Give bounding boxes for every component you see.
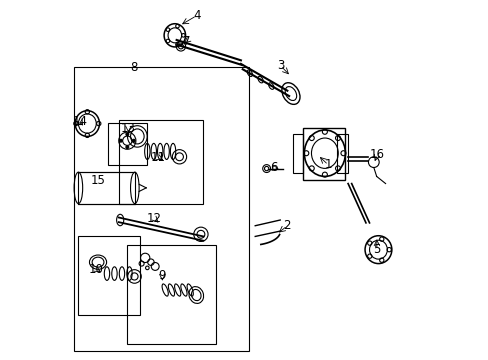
Bar <box>292 134 303 173</box>
Text: 4: 4 <box>192 9 200 22</box>
Bar <box>119 120 203 204</box>
Text: 14: 14 <box>73 114 87 127</box>
Text: 8: 8 <box>130 61 137 74</box>
Circle shape <box>125 133 128 136</box>
Bar <box>74 67 248 351</box>
Bar <box>78 237 140 315</box>
Text: 13: 13 <box>121 122 136 135</box>
Text: 10: 10 <box>89 263 103 276</box>
Bar <box>337 134 347 173</box>
Text: 5: 5 <box>372 243 380 256</box>
Text: 11: 11 <box>151 151 165 164</box>
Circle shape <box>132 139 135 142</box>
Bar <box>108 123 146 165</box>
Text: 12: 12 <box>147 212 162 225</box>
Text: 15: 15 <box>90 174 105 186</box>
Bar <box>303 128 344 180</box>
Text: 9: 9 <box>158 269 166 282</box>
Text: 1: 1 <box>324 158 331 171</box>
Circle shape <box>125 146 128 149</box>
Bar <box>127 245 216 344</box>
Bar <box>78 172 135 203</box>
Text: 16: 16 <box>369 148 384 161</box>
Text: 6: 6 <box>269 161 277 174</box>
Text: 2: 2 <box>283 219 290 232</box>
Text: 7: 7 <box>182 35 190 48</box>
Circle shape <box>119 139 122 142</box>
Text: 3: 3 <box>276 59 284 72</box>
